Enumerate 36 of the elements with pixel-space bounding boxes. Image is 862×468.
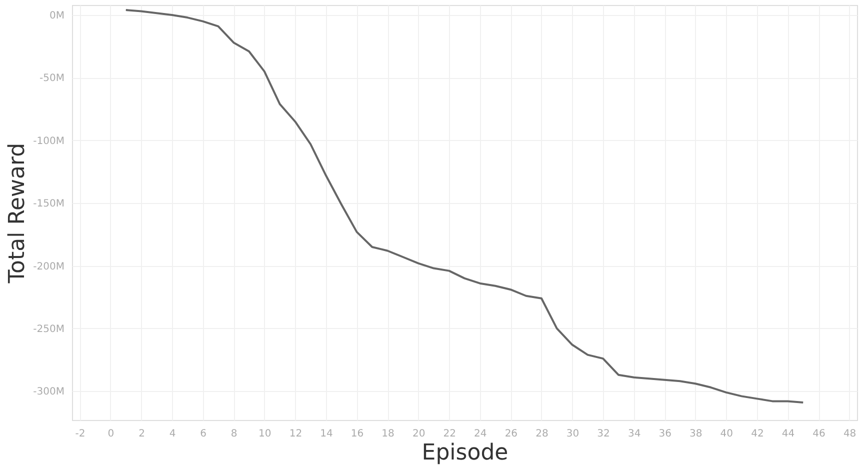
x-tick-label: 46 bbox=[812, 428, 826, 440]
y-tick-label: -150M bbox=[33, 198, 64, 210]
x-tick-label: 4 bbox=[169, 428, 176, 440]
y-tick-label: -200M bbox=[33, 261, 64, 272]
line-series bbox=[124, 9, 804, 404]
x-tick-label: 0 bbox=[108, 428, 114, 440]
x-tick-label: 16 bbox=[350, 428, 364, 440]
y-tick-label: -50M bbox=[40, 73, 64, 84]
x-tick-label: 40 bbox=[720, 428, 734, 440]
x-tick-label: 48 bbox=[843, 428, 856, 440]
x-tick-label: 44 bbox=[782, 428, 795, 440]
x-tick-label: 14 bbox=[320, 428, 333, 440]
x-tick-label: 6 bbox=[200, 428, 207, 440]
x-tick-label: 20 bbox=[412, 428, 426, 440]
x-tick-label: 30 bbox=[566, 428, 580, 440]
x-tick-label: -2 bbox=[75, 428, 86, 440]
x-tick-label: 26 bbox=[504, 428, 518, 440]
x-tick-label: 36 bbox=[658, 428, 672, 440]
x-tick-label: 2 bbox=[138, 428, 145, 440]
y-tick-label: 0M bbox=[50, 10, 64, 22]
x-tick-label: 10 bbox=[258, 428, 272, 440]
y-tick-label: -300M bbox=[33, 386, 64, 398]
y-axis-title: Total Reward bbox=[5, 142, 30, 284]
x-tick-label: 22 bbox=[443, 428, 456, 440]
x-axis-title: Episode bbox=[422, 440, 508, 466]
x-tick-label: 34 bbox=[628, 428, 641, 440]
x-tick-label: 18 bbox=[382, 428, 394, 440]
x-tick-label: 42 bbox=[751, 428, 764, 440]
x-tick-label: 24 bbox=[474, 428, 487, 440]
y-tick-label: -100M bbox=[33, 136, 64, 147]
x-tick-label: 8 bbox=[230, 428, 238, 440]
x-tick-label: 12 bbox=[289, 428, 302, 440]
y-tick-label: -250M bbox=[33, 324, 64, 335]
x-tick-label: 32 bbox=[597, 428, 610, 440]
x-tick-label: 38 bbox=[690, 428, 702, 440]
x-tick-label: 28 bbox=[536, 428, 548, 440]
